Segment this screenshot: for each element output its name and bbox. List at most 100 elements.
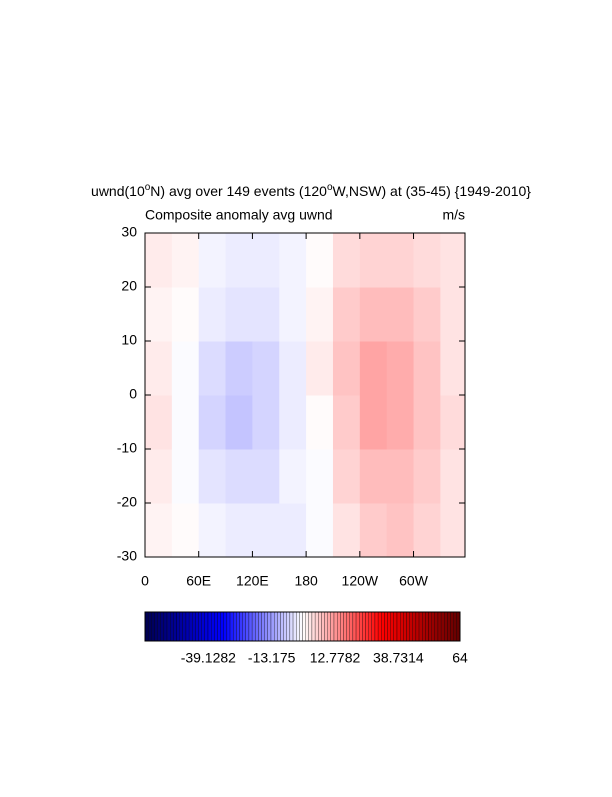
colorbar-box [223, 611, 228, 642]
right-subtitle: m/s [442, 207, 465, 223]
heatmap-cell [386, 449, 415, 504]
title-part: o [145, 182, 151, 193]
heatmap-cell [252, 503, 280, 558]
heatmap-cell [225, 233, 253, 288]
heatmap-cell [306, 233, 334, 288]
colorbar-box [267, 611, 272, 642]
heatmap-cell [225, 341, 253, 396]
colorbar-box [453, 611, 458, 642]
title-part: o [327, 182, 333, 193]
colorbar-box [192, 611, 196, 642]
colorbar-box [248, 611, 253, 642]
colorbar-box [314, 611, 319, 642]
colorbar-box [365, 611, 369, 642]
colorbar-box [381, 611, 385, 642]
heatmap-cell [359, 341, 388, 396]
heatmap-cell [359, 449, 388, 504]
y-tick-label: 20 [121, 278, 137, 294]
heatmap-cell [306, 503, 334, 558]
heatmap-cell [279, 341, 307, 396]
heatmap-cell [198, 233, 227, 288]
colorbar-box [154, 611, 158, 642]
colorbar-box [340, 611, 344, 642]
heatmap-cell [386, 287, 415, 342]
heatmap-cell [440, 503, 466, 558]
colorbar-box [277, 611, 281, 642]
y-tick-label: 30 [121, 224, 137, 240]
colorbar-box [336, 611, 341, 642]
colorbar-box [289, 611, 294, 642]
colorbar-box [409, 611, 413, 642]
y-tick-label: -30 [117, 548, 137, 564]
colorbar-box [214, 611, 218, 642]
heatmap-cell [306, 395, 334, 450]
title-part: W,NSW) at (35-45) {1949-2010} [333, 183, 532, 199]
heatmap-cell [252, 449, 280, 504]
heatmap-cell [252, 287, 280, 342]
colorbar-box [412, 611, 417, 642]
heatmap-cell [252, 233, 280, 288]
colorbar-box [283, 611, 287, 642]
colorbar-box [261, 611, 265, 642]
colorbar-box [207, 611, 212, 642]
heatmap-cell [440, 233, 466, 288]
chart-title: uwnd(10oN) avg over 149 events (120oW,NS… [91, 182, 531, 199]
colorbar-tick-label: 64 [452, 650, 468, 666]
colorbar-box [447, 611, 451, 642]
heatmap-cell [171, 395, 200, 450]
heatmap-cell [171, 449, 200, 504]
colorbar-box [251, 611, 256, 642]
colorbar-box [239, 611, 243, 642]
colorbar-box [437, 611, 442, 642]
heatmap-cell [198, 287, 227, 342]
colorbar-box [182, 611, 187, 642]
colorbar-box [157, 611, 161, 642]
colorbar-box [318, 611, 322, 642]
heatmap-cell [386, 341, 415, 396]
heatmap-cell [171, 233, 200, 288]
colorbar-box [210, 611, 215, 642]
x-tick-label: 0 [141, 573, 149, 589]
heatmap-cell [225, 395, 253, 450]
heatmap-cell [198, 395, 227, 450]
colorbar-box [188, 611, 193, 642]
colorbar-box [355, 611, 360, 642]
colorbar-box [245, 611, 250, 642]
colorbar-box [343, 611, 347, 642]
colorbar-box [151, 611, 155, 642]
heatmap-cell [145, 449, 173, 504]
colorbar-box [450, 611, 454, 642]
heatmap-cell [145, 395, 173, 450]
heatmap-cell [225, 503, 253, 558]
heatmap-cell [306, 449, 334, 504]
colorbar-box [390, 611, 395, 642]
colorbar-box [428, 611, 432, 642]
y-tick-label: 10 [121, 332, 137, 348]
heatmap-cell [413, 395, 441, 450]
colorbar-box [229, 611, 234, 642]
colorbar-box [415, 611, 420, 642]
heatmap-cell [306, 341, 334, 396]
heatmap-cell [198, 503, 227, 558]
colorbar-box [217, 611, 221, 642]
colorbar-box [362, 611, 366, 642]
colorbar-box [299, 611, 303, 642]
heatmap-cell [225, 449, 253, 504]
heatmap-cell [359, 395, 388, 450]
heatmap-cell [413, 503, 441, 558]
y-tick-label: -10 [117, 440, 137, 456]
heatmap-cell [386, 233, 415, 288]
heatmap-cell [198, 449, 227, 504]
colorbar-tick-label: 38.7314 [373, 650, 424, 666]
colorbar-box [286, 611, 291, 642]
colorbar-box [359, 611, 363, 642]
heatmap-cell [413, 287, 441, 342]
colorbar-box [204, 611, 209, 642]
colorbar-box [384, 611, 388, 642]
heatmap-cell [145, 503, 173, 558]
heatmap-cell [252, 395, 280, 450]
heatmap-cell [225, 287, 253, 342]
x-tick-label: 180 [294, 573, 318, 589]
heatmap-cell [413, 233, 441, 288]
heatmap-cell [332, 449, 361, 504]
